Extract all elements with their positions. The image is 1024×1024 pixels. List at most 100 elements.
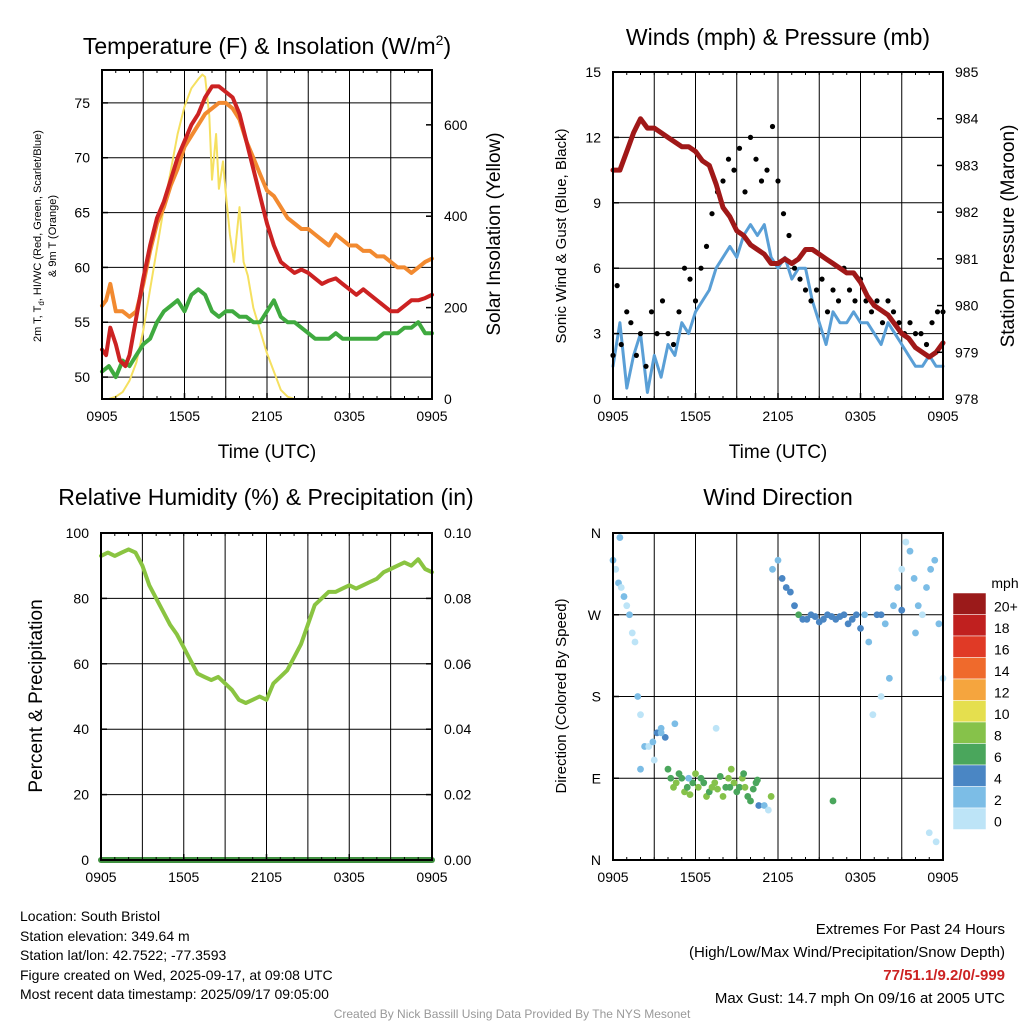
direction-point [664,765,672,773]
direction-x-tick-label: 1505 [680,869,711,885]
humidity-y-right-tick-label: 0.02 [444,787,471,803]
direction-point [645,743,653,750]
legend-swatch [952,764,987,787]
winds-y-right-tick-label: 981 [955,251,979,267]
winds-y-right-tick-label: 979 [955,344,979,360]
direction-y-tick-label: E [592,770,601,786]
direction-point [898,565,906,573]
direction-point [637,765,644,773]
winds-gust-point [736,145,743,151]
direction-point [749,785,757,793]
legend-swatch [952,592,987,615]
station-info: Location: South Bristol Station elevatio… [20,907,333,1005]
humidity-y-left-tick-label: 100 [66,525,90,541]
winds-axes: 0905 1505 2105 0305 090503691215978979980981… [585,64,978,424]
direction-point [829,797,837,805]
direction-point [672,779,680,787]
temperature-x-tick-label: 0905 [86,408,117,424]
direction-point [918,611,926,619]
winds-x-tick-label: 2105 [762,408,793,424]
winds-gust-point [868,309,875,315]
temperature-y-left-tick-label: 55 [74,314,90,330]
direction-panel: Wind Direction 0905 1505 2105 0305 0905NESWN… [553,484,1019,885]
winds-gust-point [624,309,630,315]
winds-y-right-tick-label: 978 [955,391,979,407]
winds-gust-point [758,178,765,184]
direction-point [686,791,694,798]
winds-gust-point [692,298,699,304]
direction-point [877,693,885,700]
temperature-xlabel: Time (UTC) [218,442,317,463]
direction-point [692,770,699,778]
legend-label: 12 [994,685,1010,701]
temperature-ylabel-right: Solar Insolation (Yellow) [484,132,505,335]
direction-point [782,584,790,591]
temperature-ylabel-left-sub: d [37,301,46,305]
direction-point [714,785,721,793]
direction-x-tick-label: 0905 [927,869,958,885]
direction-point [617,584,625,591]
humidity-panel: Relative Humidity (%) & Precipitation (i… [26,484,474,885]
temperature-title-sup: 2 [436,32,444,48]
temperature-ylabel-left-line2: & 9m T (Orange) [47,195,59,277]
winds-gust-point [618,341,624,348]
direction-point [628,629,636,637]
direction-point [626,611,633,619]
temperature-y-right-tick-label: 400 [444,208,468,224]
humidity-y-left-tick-label: 40 [73,721,89,737]
credit-text: Created By Nick Bassill Using Data Provi… [333,1007,691,1021]
meteogram-figure: Temperature (F) & Insolation (W/m2) 0905… [26,24,1019,885]
legend-label: 6 [994,749,1002,765]
winds-gust-point [912,331,919,337]
direction-point [678,774,686,782]
winds-gust-point [813,287,820,293]
humidity-y-right-tick-label: 0.08 [444,590,471,606]
direction-point [689,779,697,787]
legend-label: 0 [994,814,1002,830]
humidity-y-right-tick-label: 0.10 [444,525,471,541]
direction-point [786,588,794,596]
winds-y-left-tick-label: 15 [585,64,601,80]
legend-swatch [952,678,987,701]
humidity-x-tick-label: 0305 [334,869,365,885]
winds-gust-point [929,320,935,326]
winds-gust-point [747,134,754,140]
direction-point [811,613,819,620]
direction-point [848,615,856,623]
direction-point [616,534,624,541]
direction-point [634,693,642,700]
legend-swatch [952,786,987,809]
direction-point [741,783,749,791]
direction-point [774,556,782,564]
legend-label: 14 [994,663,1010,679]
winds-gust-point [643,363,649,369]
winds-gust-point [890,309,897,315]
temperature-title-close: ) [443,33,451,59]
direction-point [683,783,691,791]
direction-point [620,593,628,600]
winds-gust-point [819,276,825,282]
direction-point [795,611,803,619]
location-text: Location: South Bristol [20,908,161,924]
direction-point [612,565,620,573]
elevation-text: Station elevation: 349.64 m [20,927,190,944]
temperature-ylabel-left-part1: 2m T, T [32,305,44,342]
winds-gust-point [720,178,726,184]
winds-x-tick-label: 0905 [597,408,628,424]
humidity-series-rh [99,547,434,705]
humidity-x-tick-label: 1505 [168,869,199,885]
direction-point [910,575,918,582]
direction-point [736,783,743,791]
temperature-series-dewpoint [100,287,434,380]
temperature-ylabel-left-part2: , HI/WC (Red, Green, Scarlet/Blue) [32,130,44,301]
created-text: Figure created on Wed, 2025-09-17, at 09… [20,966,333,983]
winds-y-left-tick-label: 9 [593,195,601,211]
direction-point [730,779,738,787]
direction-point [767,793,775,800]
winds-gust-point [637,331,644,337]
direction-y-tick-label: S [592,689,601,705]
direction-point [631,638,639,646]
temperature-x-tick-label: 2105 [251,408,282,424]
winds-gust-point [808,298,814,304]
winds-gust-point [923,341,930,348]
